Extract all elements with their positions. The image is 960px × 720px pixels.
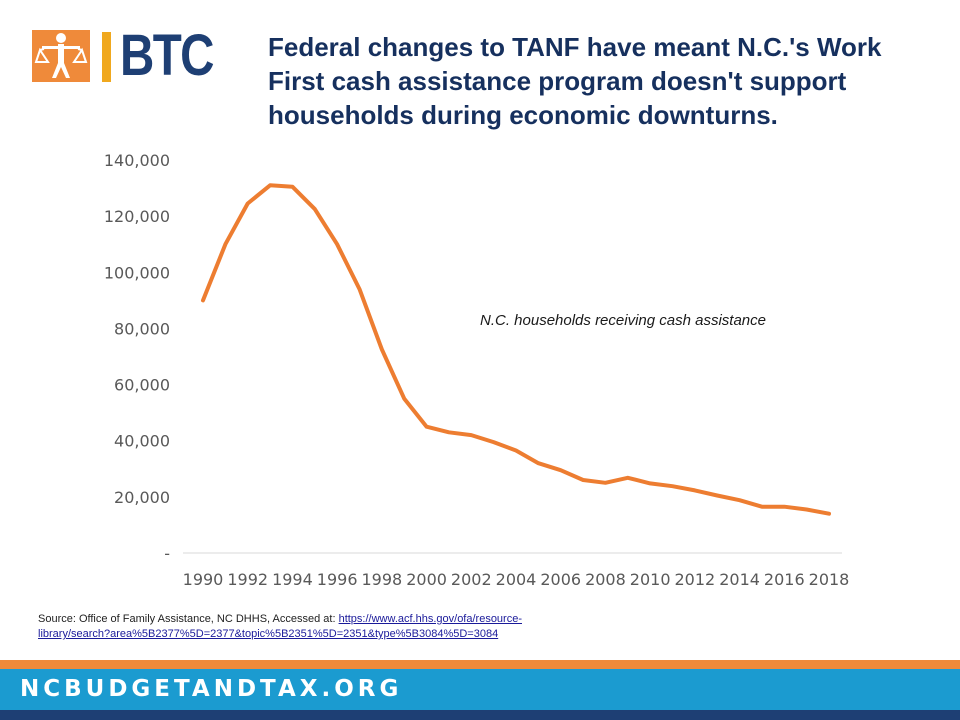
y-axis: - 20,000 40,000 60,000 80,000 100,000 120,000 1…	[104, 151, 170, 563]
source-link-part-1[interactable]: https://www.acf.hhs.gov/ofa/resource-	[338, 613, 522, 625]
x-tick-label: 1994	[272, 570, 313, 589]
x-tick-label: 1996	[317, 570, 358, 589]
x-tick-label: 1992	[227, 570, 268, 589]
y-tick-label: 40,000	[114, 432, 170, 451]
x-tick-label: 2008	[585, 570, 626, 589]
y-tick-label: 80,000	[114, 319, 170, 338]
x-tick-label: 2004	[496, 570, 537, 589]
source-link-part-2[interactable]: library/search?area%5B2377%5D=2377&topic…	[38, 628, 499, 640]
y-tick-label: 20,000	[114, 488, 170, 507]
y-tick-label: -	[164, 544, 170, 563]
y-tick-label: 140,000	[104, 151, 170, 170]
footer-website[interactable]: NCBUDGETANDTAX.ORG	[20, 676, 403, 702]
x-tick-label: 2010	[630, 570, 671, 589]
y-tick-label: 120,000	[104, 207, 170, 226]
x-tick-label: 2002	[451, 570, 492, 589]
x-tick-label: 2018	[809, 570, 850, 589]
footer-dark-stripe	[0, 710, 960, 720]
footer-orange-stripe	[0, 660, 960, 669]
x-tick-label: 2006	[540, 570, 581, 589]
scales-of-justice-figure-icon	[32, 30, 90, 82]
line-chart: - 20,000 40,000 60,000 80,000 100,000 120,000 1…	[104, 151, 850, 589]
x-tick-label: 1998	[361, 570, 402, 589]
x-tick-label: 1990	[183, 570, 224, 589]
x-tick-label: 2014	[719, 570, 760, 589]
series-line	[201, 183, 831, 516]
x-tick-label: 2012	[674, 570, 715, 589]
y-tick-label: 60,000	[114, 376, 170, 395]
btc-logo[interactable]: BTC	[32, 24, 232, 88]
series-annotation: N.C. households receiving cash assistanc…	[480, 312, 766, 329]
y-tick-label: 100,000	[104, 263, 170, 282]
logo-divider	[102, 32, 111, 82]
x-tick-label: 2000	[406, 570, 447, 589]
logo-wordmark: BTC	[120, 23, 214, 88]
source-prefix: Source: Office of Family Assistance, NC …	[38, 613, 339, 625]
x-tick-label: 2016	[764, 570, 805, 589]
chart-title: Federal changes to TANF have meant N.C.'…	[268, 32, 882, 130]
source-note: Source: Office of Family Assistance, NC …	[38, 612, 938, 642]
x-axis: 1990 1992 1994 1996 1998 2000 2002 2004 2006 2008…	[183, 570, 850, 589]
